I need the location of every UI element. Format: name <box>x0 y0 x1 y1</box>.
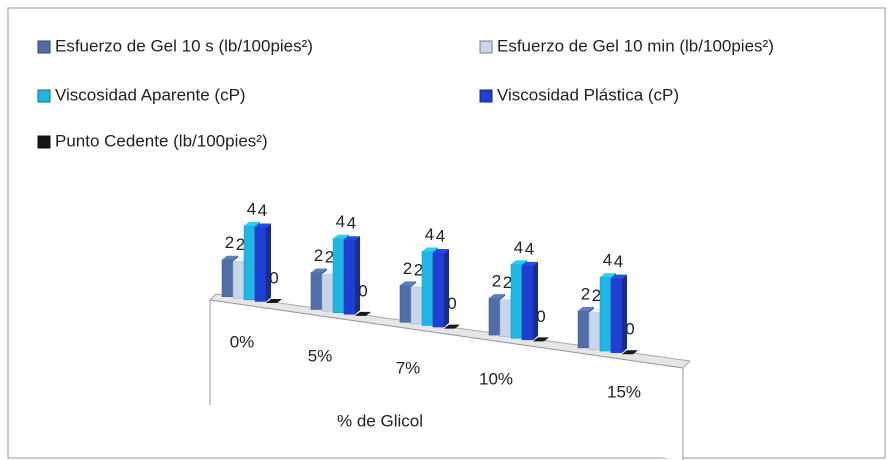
data-label: 4 <box>603 251 612 270</box>
bar-top <box>600 273 616 278</box>
data-label: 2 <box>592 286 601 305</box>
bar-top <box>311 268 327 273</box>
bar-side <box>533 261 538 340</box>
x-tick-label: 0% <box>230 332 255 351</box>
bar <box>488 297 501 336</box>
bar <box>321 273 334 312</box>
legend-swatch <box>479 89 493 103</box>
legend-label: Esfuerzo de Gel 10 min (lb/100pies²) <box>497 36 774 55</box>
data-label: 0 <box>536 307 545 326</box>
bar <box>510 264 523 339</box>
bar <box>221 259 234 297</box>
data-label: 2 <box>503 273 512 292</box>
bar-top <box>422 247 438 252</box>
bar <box>521 265 534 341</box>
bar <box>432 252 445 328</box>
data-label: 4 <box>514 238 523 257</box>
legend-swatch <box>37 89 51 103</box>
bar <box>399 285 412 323</box>
data-label: 2 <box>314 246 323 265</box>
legend-label: Punto Cedente (lb/100pies²) <box>55 131 268 150</box>
legend-swatch <box>37 135 51 149</box>
bar <box>499 299 512 337</box>
data-label: 2 <box>581 284 590 303</box>
data-label: 4 <box>525 239 534 258</box>
bar <box>232 261 245 299</box>
x-tick-label: 5% <box>308 346 333 365</box>
data-label: 4 <box>247 199 256 218</box>
bar-top <box>578 306 594 311</box>
bar-top <box>344 236 360 241</box>
data-label: 2 <box>325 248 334 267</box>
data-label: 4 <box>436 227 445 246</box>
legend-label: Viscosidad Aparente (cP) <box>55 85 246 104</box>
x-tick-label: 7% <box>396 358 421 377</box>
data-label: 4 <box>614 252 623 271</box>
data-label: 0 <box>269 269 278 288</box>
bar <box>310 272 323 310</box>
bar-group <box>622 350 638 355</box>
data-label: 2 <box>414 260 423 279</box>
bar-top <box>400 281 416 286</box>
data-label: 2 <box>225 233 234 252</box>
bar-top <box>622 350 638 355</box>
bar-side <box>444 249 449 328</box>
legend-swatch <box>479 40 493 54</box>
bar <box>332 238 345 313</box>
bar-top <box>355 311 371 316</box>
bar-top <box>255 223 271 228</box>
bar-top <box>522 261 538 266</box>
bar-group <box>432 249 449 328</box>
data-label: 4 <box>258 201 267 220</box>
bar-top <box>244 221 260 226</box>
legend-label: Viscosidad Plástica (cP) <box>497 85 679 104</box>
bar-top <box>611 274 627 279</box>
floor-edge <box>209 299 684 369</box>
bar <box>343 240 356 315</box>
bar-group <box>343 236 360 315</box>
data-label: 2 <box>492 272 501 291</box>
bar-group <box>444 324 460 329</box>
bar-group <box>355 311 371 316</box>
bar-group <box>610 274 627 353</box>
x-tick-label: 10% <box>479 369 513 388</box>
data-label: 0 <box>358 281 367 300</box>
data-label: 4 <box>336 212 345 231</box>
bar <box>610 278 623 353</box>
bar-top <box>333 234 349 239</box>
floor-front <box>210 300 683 460</box>
data-label: 4 <box>347 214 356 233</box>
data-label: 2 <box>236 235 245 254</box>
bar-side <box>622 274 627 353</box>
bar-side <box>355 236 360 315</box>
legend-swatch <box>37 40 51 54</box>
bar-top <box>533 337 549 342</box>
bar-top <box>511 260 527 265</box>
bar-top <box>489 294 505 299</box>
bar <box>599 276 612 352</box>
bar <box>254 227 267 302</box>
x-tick-label: 15% <box>607 382 641 401</box>
bar-top <box>222 255 238 260</box>
data-label: 0 <box>447 294 456 313</box>
bar-top <box>444 324 460 329</box>
legend-label: Esfuerzo de Gel 10 s (lb/100pies²) <box>55 36 313 55</box>
x-axis-title: % de Glicol <box>337 411 423 430</box>
bar <box>588 312 601 350</box>
data-label: 2 <box>403 259 412 278</box>
bar-top <box>433 249 449 254</box>
bar <box>577 310 590 349</box>
bar-group <box>533 337 549 342</box>
data-label: 0 <box>625 320 634 339</box>
bar <box>421 251 434 326</box>
bar-group <box>254 223 271 302</box>
bar-group <box>266 299 282 304</box>
data-label: 4 <box>425 225 434 244</box>
bar-group <box>521 261 538 341</box>
bar-top <box>266 299 282 304</box>
bar <box>243 225 256 301</box>
bar-side <box>266 223 271 302</box>
bar <box>410 286 423 325</box>
